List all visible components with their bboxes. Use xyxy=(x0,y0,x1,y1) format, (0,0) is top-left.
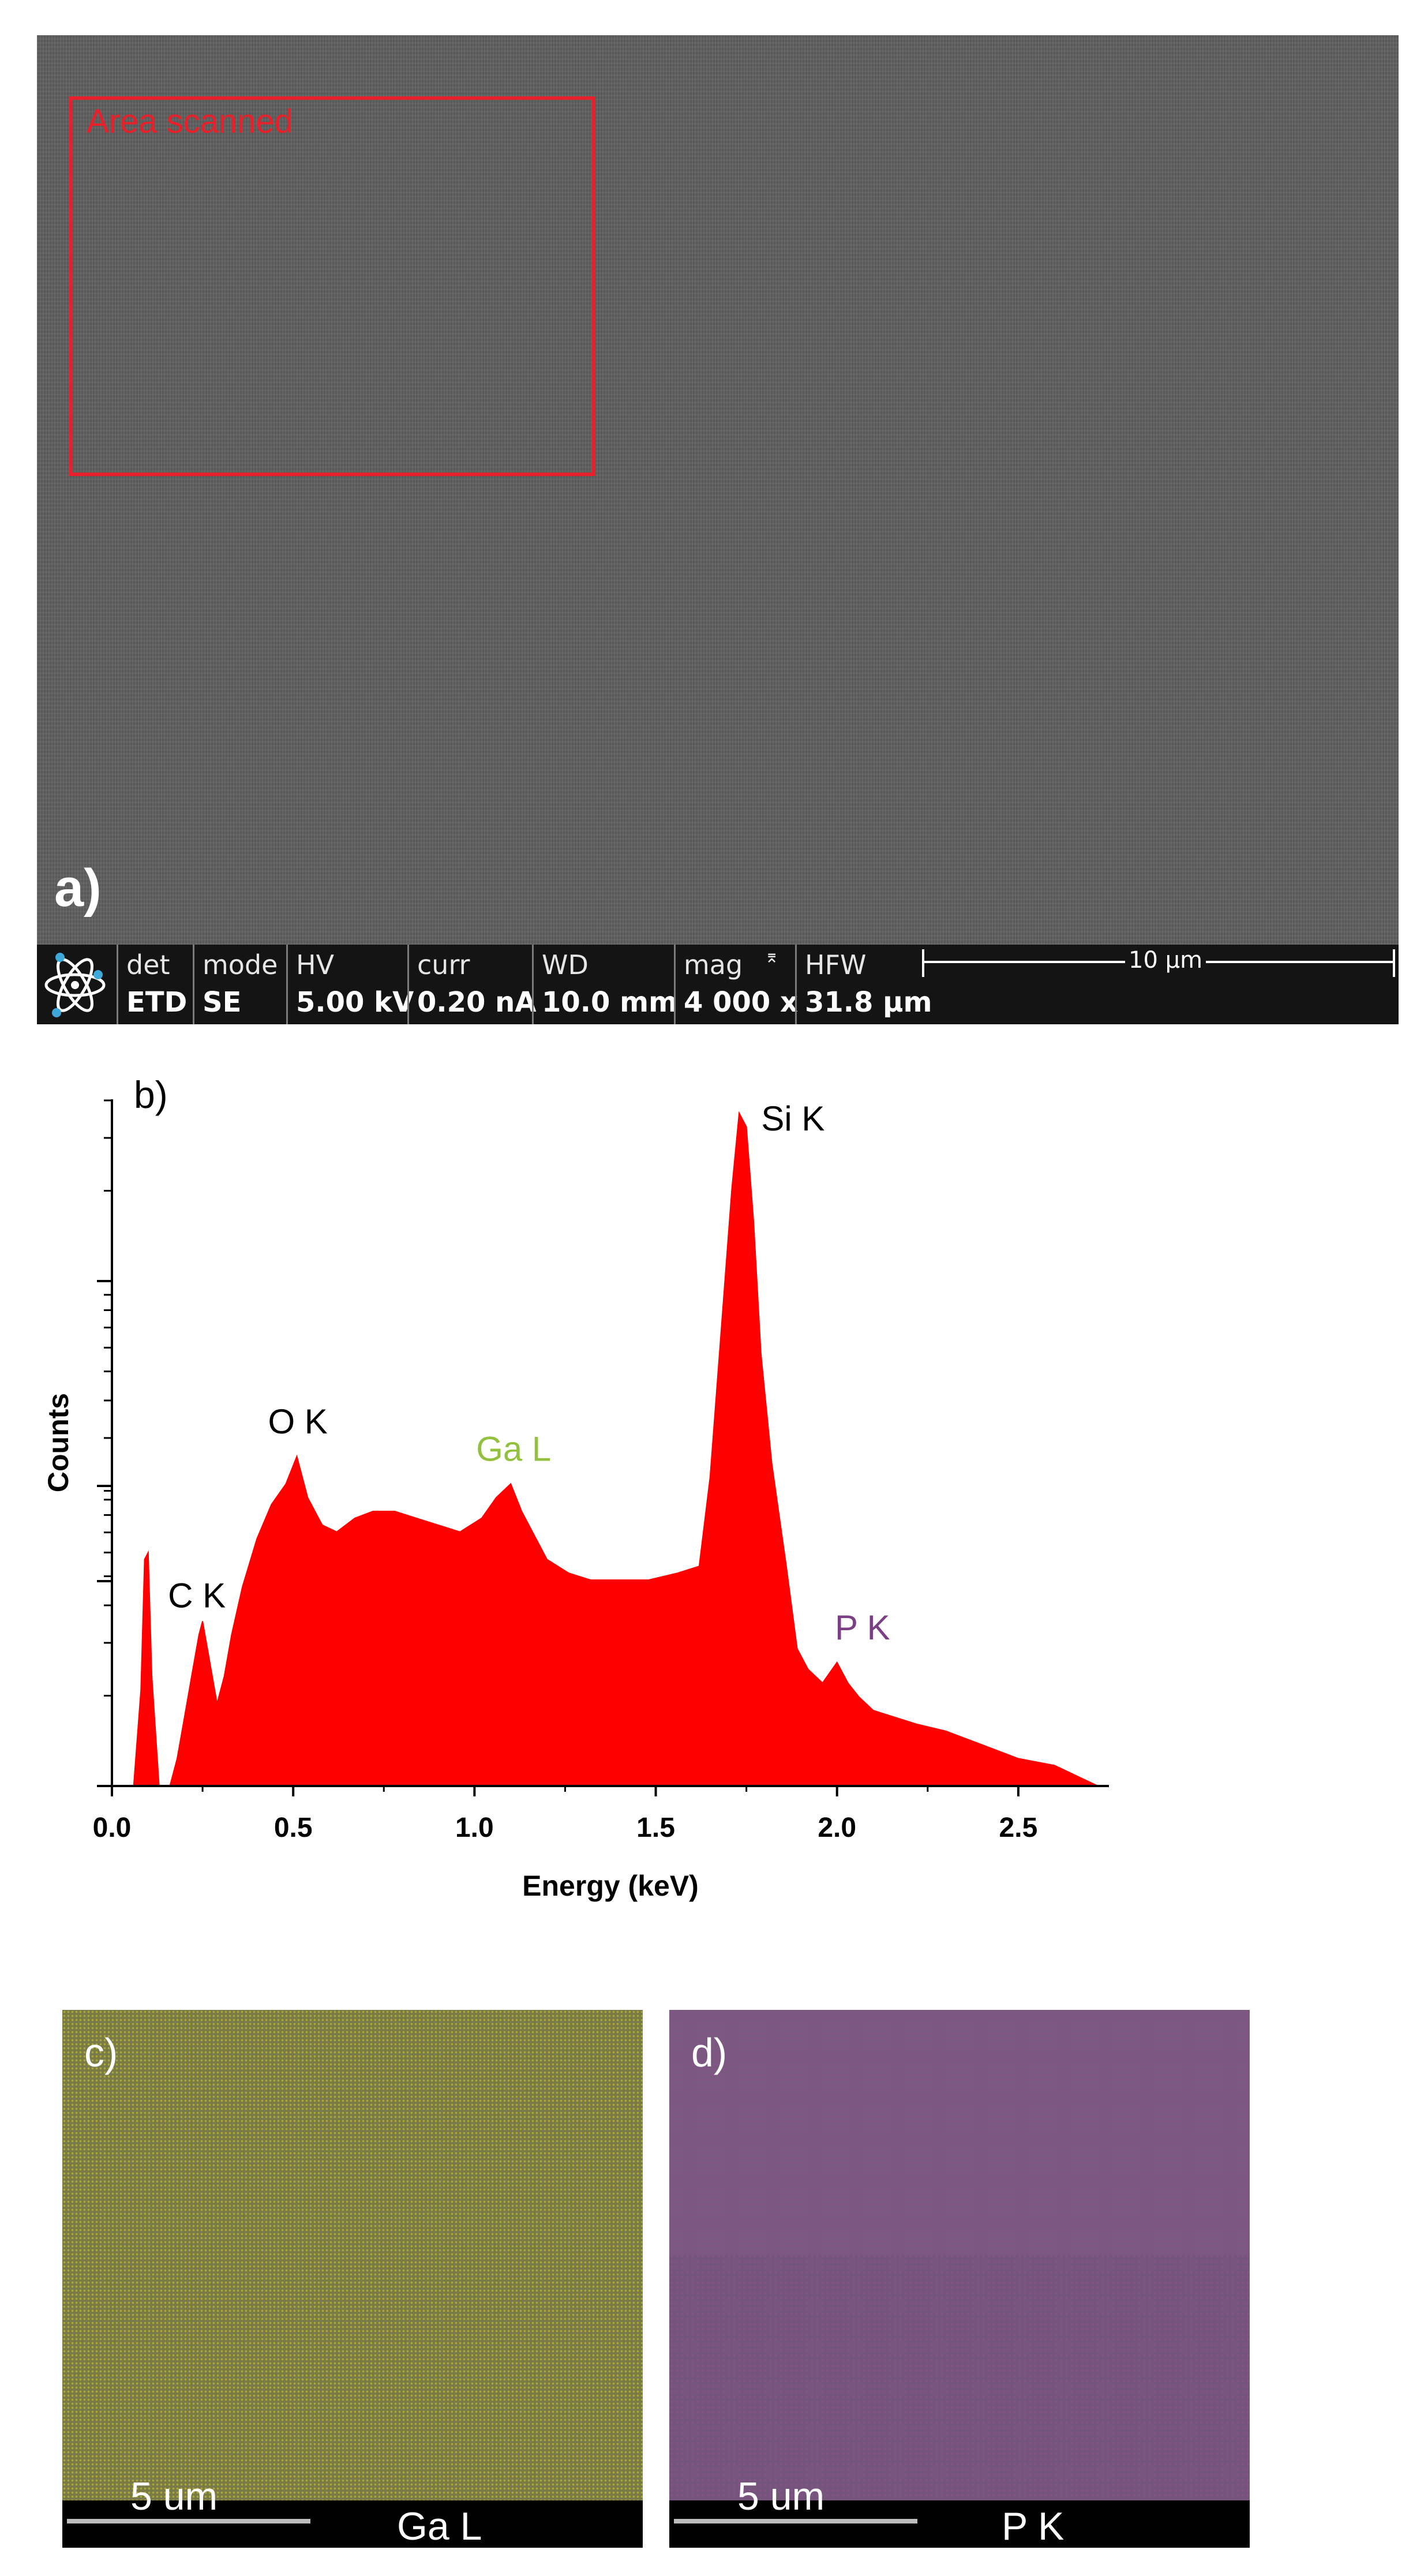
databar-value: 10.0 mm xyxy=(542,986,678,1019)
ga-map-scale-label: 5 um xyxy=(130,2474,218,2518)
databar-detector: det ETD xyxy=(117,945,198,1024)
databar-current: curr 0.20 nA xyxy=(407,945,536,1024)
peak-label: P K xyxy=(835,1608,890,1647)
p-map-scale-bar xyxy=(674,2519,917,2523)
databar-head: WD xyxy=(542,949,589,980)
databar-mode: mode SE xyxy=(193,945,286,1024)
panel-label-c: c) xyxy=(84,2030,118,2075)
databar-head: HFW xyxy=(805,949,867,980)
p-map-image: d) xyxy=(669,2010,1250,2500)
p-map-element-label: P K xyxy=(1002,2504,1065,2548)
peak-label: C K xyxy=(168,1576,226,1615)
x-axis-title: Energy (keV) xyxy=(522,1870,699,1902)
databar-value: 31.8 µm xyxy=(805,986,932,1019)
panel-label-a: a) xyxy=(54,859,102,918)
databar-value: ETD xyxy=(126,986,188,1019)
sem-databar: det ETD mode SE HV 5.00 kV curr 0.20 nA … xyxy=(37,945,1399,1024)
ga-map-caption-bar: 5 um Ga L xyxy=(62,2474,643,2548)
panel-label-b: b) xyxy=(134,1073,168,1116)
spectrum-area-series-0 xyxy=(112,1111,1099,1787)
peak-label: Ga L xyxy=(476,1429,551,1468)
peak-label: Si K xyxy=(761,1099,824,1138)
databar-head: mag xyxy=(684,949,743,980)
x-tick-label: 1.5 xyxy=(636,1813,675,1843)
eds-spectrum-panel: 0.0 0.5 1.0 1.5 2.0 2.5 Energy (keV) Counts b) C… xyxy=(0,1073,1428,1939)
x-tick-label: 0.5 xyxy=(274,1813,313,1843)
x-tick-label: 1.0 xyxy=(455,1813,494,1843)
p-map-scale-label: 5 um xyxy=(737,2474,825,2518)
databar-head: det xyxy=(126,949,170,980)
x-tick-label: 2.5 xyxy=(999,1813,1038,1843)
atom-icon xyxy=(37,945,113,1024)
databar-value: 4 000 x xyxy=(684,986,798,1019)
mag-marker-icon: ⌆ xyxy=(764,947,779,967)
x-tick-label: 0.0 xyxy=(93,1813,132,1843)
databar-magnification: mag ⌆ 4 000 x xyxy=(674,945,798,1024)
scan-region-label: Area scanned xyxy=(87,103,293,140)
p-map-caption-bar: 5 um P K xyxy=(669,2474,1250,2548)
p-map-panel: d) 5 um P K xyxy=(669,2010,1250,2548)
databar-head: mode xyxy=(203,949,278,980)
eds-spectrum-chart: 0.0 0.5 1.0 1.5 2.0 2.5 Energy (keV) Counts b) C… xyxy=(42,1073,1109,1902)
databar-head: curr xyxy=(417,949,470,980)
peak-label: O K xyxy=(268,1402,327,1441)
ga-map-element-label: Ga L xyxy=(397,2504,482,2548)
sem-micrograph-panel: Area scanned a) det ETD mode SE xyxy=(37,35,1399,1024)
databar-head: HV xyxy=(296,949,335,980)
ga-map-scale-bar xyxy=(67,2519,310,2523)
x-tick-label: 2.0 xyxy=(818,1813,856,1843)
databar-value: 5.00 kV xyxy=(296,986,414,1019)
ga-map-image: c) xyxy=(62,2010,643,2500)
scan-region-box: Area scanned xyxy=(69,96,595,476)
ga-map-panel: c) 5 um Ga L xyxy=(62,2010,643,2548)
databar-value: SE xyxy=(203,986,242,1019)
databar-hv: HV 5.00 kV xyxy=(286,945,414,1024)
databar-value: 0.20 nA xyxy=(417,986,537,1019)
panel-label-d: d) xyxy=(691,2030,728,2075)
y-axis-title: Counts xyxy=(42,1393,74,1492)
databar-working-distance: WD 10.0 mm xyxy=(532,945,678,1024)
scale-bar-label: 10 µm xyxy=(1125,947,1206,974)
sem-image: Area scanned a) xyxy=(37,35,1399,945)
databar-hfw: HFW 31.8 µm xyxy=(795,945,1399,1024)
